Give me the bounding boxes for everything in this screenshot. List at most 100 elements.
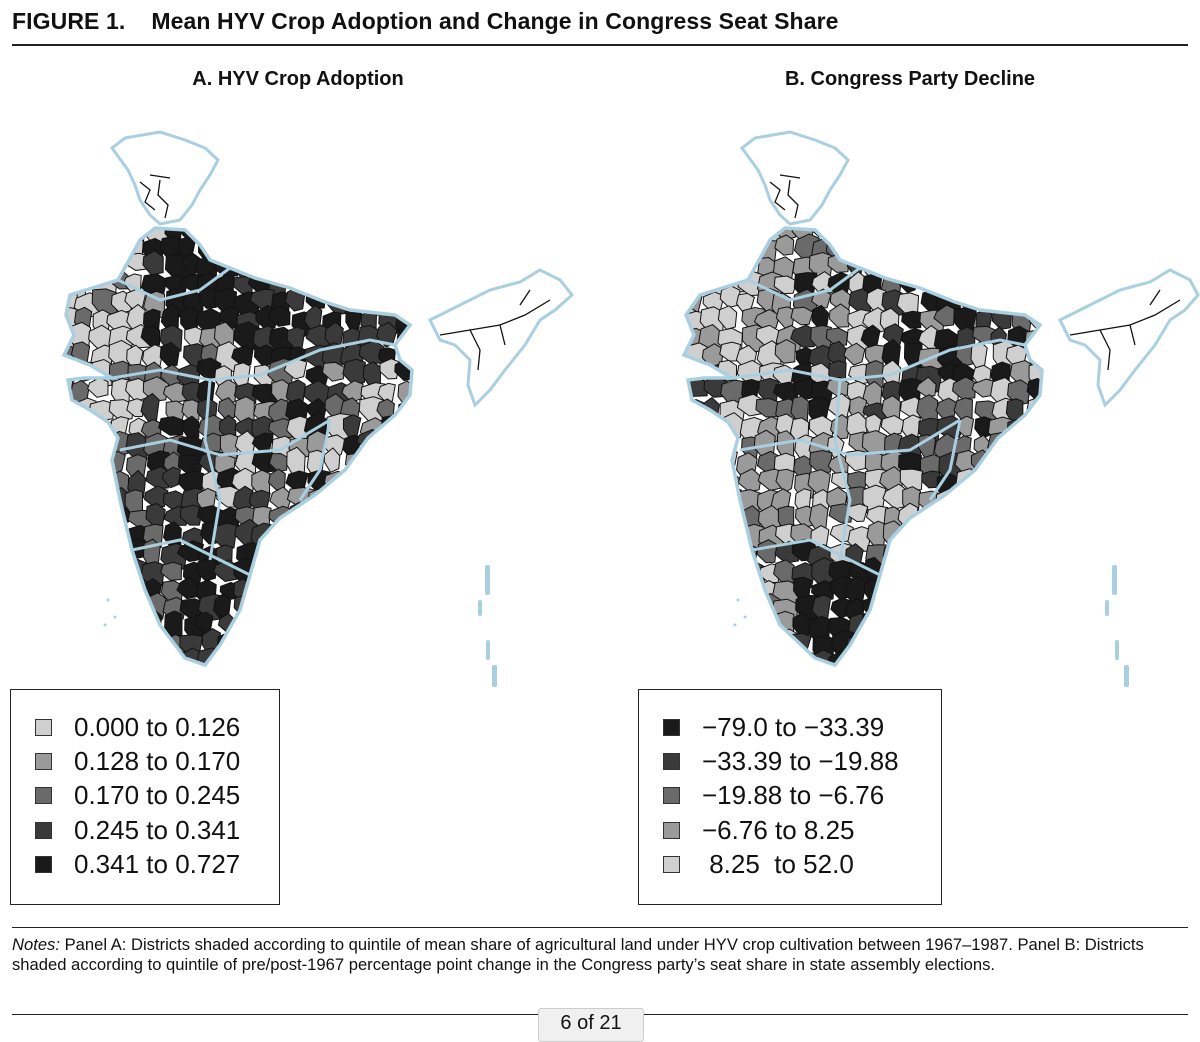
district-shape (64, 237, 75, 257)
district-shape (252, 228, 280, 244)
northeast-outline-b (1057, 268, 1200, 408)
district-shape (992, 256, 1010, 279)
legend-swatch (35, 856, 52, 874)
north-district-lines (139, 174, 171, 219)
district-shape (1029, 522, 1042, 546)
district-shape (303, 593, 331, 620)
district-shape (952, 634, 978, 663)
district-shape (322, 526, 351, 552)
district-shape (21, 271, 45, 296)
district-shape (1005, 436, 1033, 463)
district-shape (285, 559, 313, 578)
district-shape (1041, 284, 1042, 311)
district-shape (684, 486, 695, 514)
district-shape (652, 524, 675, 550)
district-shape (415, 239, 440, 259)
district-shape (90, 451, 111, 483)
district-shape (937, 578, 962, 599)
district-shape (990, 488, 1014, 511)
district-shape (1023, 435, 1042, 465)
district-shape (1028, 504, 1042, 535)
district-shape (881, 575, 903, 603)
district-shape (1046, 669, 1062, 692)
district-shape (700, 238, 727, 264)
district-shape (322, 250, 348, 275)
district-shape (992, 663, 1015, 665)
district-shape (69, 523, 92, 554)
district-shape (35, 217, 57, 237)
district-shape (213, 228, 233, 239)
district-shape (160, 561, 182, 581)
legend-item: 0.000 to 0.126 (35, 710, 279, 744)
district-shape (307, 506, 335, 534)
district-shape (375, 228, 397, 235)
district-shape (936, 539, 957, 563)
district-shape (775, 306, 796, 329)
district-shape (271, 648, 291, 665)
district-shape (397, 573, 412, 597)
district-shape (413, 276, 438, 295)
district-shape (409, 542, 412, 568)
district-shape (20, 221, 39, 242)
district-shape (741, 650, 763, 665)
district-shape (933, 304, 956, 327)
district-shape (684, 615, 704, 638)
district-shape (651, 222, 669, 244)
district-shape (360, 255, 384, 279)
district-shape (341, 251, 361, 277)
district-shape (879, 651, 904, 665)
district-shape (75, 466, 93, 497)
district-shape (650, 400, 675, 419)
district-shape (901, 527, 925, 555)
district-shape (774, 234, 795, 256)
district-shape (684, 539, 704, 563)
district-shape (233, 648, 255, 665)
district-shape (989, 612, 1012, 643)
district-shape (252, 614, 276, 643)
district-shape (418, 632, 440, 657)
district-shape (379, 358, 401, 380)
district-shape (326, 286, 349, 315)
district-shape (181, 381, 201, 406)
district-shape (268, 594, 286, 624)
district-shape (1044, 470, 1062, 500)
district-shape (267, 632, 293, 655)
district-shape (307, 651, 331, 665)
district-shape (1028, 468, 1042, 498)
district-shape (64, 486, 81, 507)
district-shape (699, 616, 719, 640)
district-shape (650, 236, 671, 256)
district-shape (18, 325, 40, 343)
district-shape (22, 576, 44, 600)
district-shape (935, 274, 963, 298)
district-shape (755, 648, 782, 665)
district-shape (376, 613, 400, 642)
district-shape (416, 216, 435, 241)
district-shape (985, 501, 1008, 529)
district-shape (375, 272, 400, 302)
district-shape (22, 634, 39, 660)
district-shape (308, 255, 327, 282)
legend-item: −79.0 to −33.39 (663, 710, 941, 744)
district-shape (740, 610, 760, 635)
district-shape (952, 506, 972, 533)
district-shape (38, 417, 59, 442)
district-shape (285, 256, 305, 281)
district-shape (704, 449, 723, 479)
district-shape (70, 540, 96, 566)
district-shape (650, 342, 675, 367)
district-shape (37, 253, 58, 284)
district-shape (378, 286, 403, 314)
panel-b-title: B. Congress Party Decline (784, 68, 1036, 90)
district-shape (286, 326, 306, 349)
district-shape (973, 635, 995, 655)
legend-item: 0.170 to 0.245 (35, 779, 279, 813)
northeast-outline-a (427, 268, 575, 408)
district-shape (341, 272, 364, 303)
district-shape (306, 239, 327, 268)
district-shape (21, 593, 47, 617)
district-shape (698, 228, 718, 249)
district-shape (828, 303, 850, 328)
district-shape (111, 648, 136, 665)
district-shape (72, 611, 92, 636)
